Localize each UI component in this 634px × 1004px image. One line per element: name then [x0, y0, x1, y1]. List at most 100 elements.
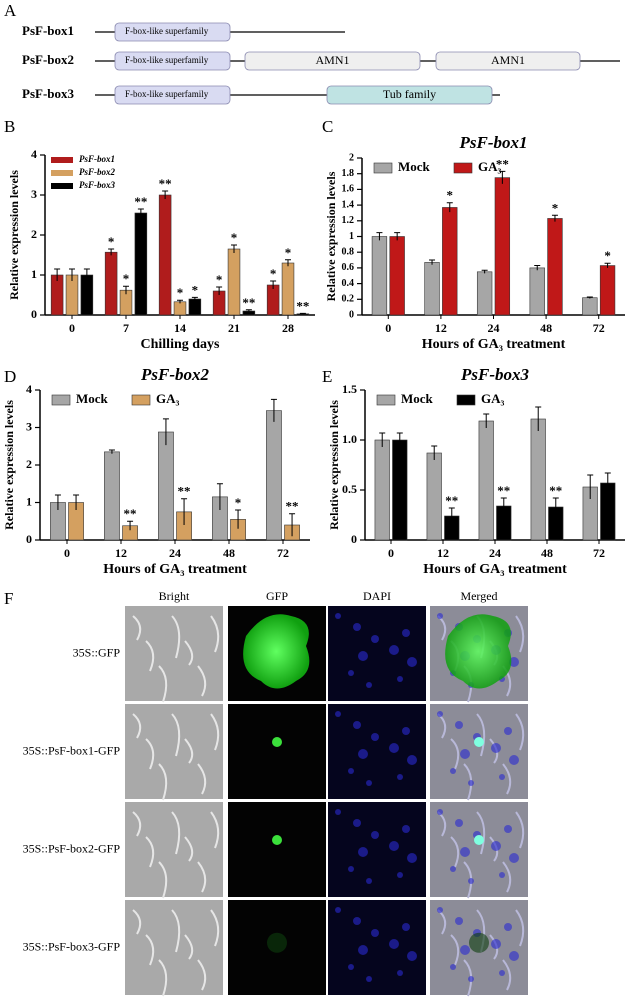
nucleus-stain — [455, 917, 463, 925]
protein-name: PsF-box2 — [22, 52, 74, 67]
x-axis-label: Chilling days — [141, 337, 221, 352]
x-tick-label: 7 — [123, 321, 129, 335]
error-bar — [499, 170, 506, 184]
nucleus-stain — [468, 878, 474, 884]
y-tick-label: 1 — [26, 494, 32, 508]
cell-outline — [197, 763, 207, 795]
significance: ** — [178, 484, 191, 499]
bar — [188, 298, 202, 316]
micrograph — [125, 802, 223, 897]
nucleus-stain — [460, 749, 470, 759]
domain-label: AMN1 — [491, 53, 525, 67]
y-tick-label: 0.5 — [342, 482, 357, 496]
legend-swatch — [51, 157, 73, 163]
significance: * — [231, 230, 238, 245]
error-bar — [137, 208, 144, 217]
nucleus-stain — [371, 831, 379, 839]
nucleus-stain — [437, 907, 443, 913]
error-bar — [127, 520, 134, 531]
y-tick-label: 0.2 — [342, 294, 355, 305]
y-tick-label: 1.4 — [342, 199, 355, 210]
y-tick-label: 0.6 — [342, 262, 355, 273]
panel-label: C — [322, 117, 333, 136]
error-bar — [431, 445, 438, 460]
y-tick-label: 4 — [26, 382, 32, 396]
nucleus-stain — [509, 951, 519, 961]
error-bar — [123, 285, 129, 295]
x-tick-label: 0 — [69, 321, 75, 335]
nucleus-stain — [335, 809, 341, 815]
cell-outline — [197, 665, 207, 697]
significance: ** — [496, 156, 509, 171]
nucleus-stain — [509, 657, 519, 667]
nucleus-stain — [353, 721, 361, 729]
cell-outline — [158, 665, 168, 703]
cell-outline — [463, 861, 473, 899]
y-tick-label: 1.5 — [342, 382, 357, 396]
bar — [374, 439, 390, 541]
y-tick-label: 1.6 — [342, 184, 355, 195]
significance: * — [235, 495, 242, 510]
legend-label: Mock — [398, 159, 431, 174]
y-axis-label: Relative expression levels — [7, 170, 21, 300]
micrograph — [125, 704, 223, 799]
y-tick-label: 1.0 — [342, 432, 357, 446]
error-bar — [376, 232, 383, 241]
cell-outline — [197, 959, 207, 991]
gfp-signal — [243, 614, 310, 689]
cell-outline — [502, 763, 512, 795]
error-bar — [231, 244, 237, 253]
nucleus-stain — [335, 613, 341, 619]
bar — [442, 207, 458, 316]
micrograph — [228, 704, 326, 799]
nucleus-stain — [402, 825, 410, 833]
significance: * — [447, 188, 454, 203]
gfp-signal — [469, 932, 489, 953]
error-bar — [83, 268, 90, 281]
bar — [158, 194, 172, 316]
panel-label: E — [322, 367, 332, 386]
y-tick-label: 0.8 — [342, 246, 355, 257]
legend-label: Mock — [76, 391, 109, 406]
x-tick-label: 0 — [385, 321, 391, 335]
bar — [227, 248, 241, 316]
error-bar — [446, 202, 453, 213]
y-tick-label: 0 — [31, 307, 37, 321]
y-tick-label: 2 — [26, 457, 32, 471]
error-bar — [216, 286, 223, 295]
error-bar — [162, 190, 169, 199]
cell-outline — [158, 959, 168, 997]
nucleus-stain — [460, 847, 470, 857]
column-header: Bright — [159, 589, 190, 603]
gfp-signal — [474, 835, 484, 845]
y-tick-label: 4 — [31, 147, 37, 161]
error-bar — [587, 474, 594, 499]
error-bar — [285, 259, 291, 267]
y-tick-label: 1.8 — [342, 168, 355, 179]
cell-outline — [515, 909, 525, 947]
panel-label: D — [4, 367, 16, 386]
significance: ** — [286, 499, 299, 514]
domain-label: F-box-like superfamily — [125, 55, 209, 65]
nucleus-stain — [348, 768, 354, 774]
bar — [281, 262, 295, 316]
nucleus-stain — [455, 819, 463, 827]
x-tick-label: 12 — [435, 321, 447, 335]
error-bar — [379, 432, 386, 447]
x-tick-label: 0 — [388, 546, 394, 560]
error-bar — [162, 418, 169, 446]
domain-label: Tub family — [383, 87, 436, 101]
cell-outline — [171, 811, 181, 855]
nucleus-stain — [397, 774, 403, 780]
legend-label: PsF-box2 — [79, 167, 116, 177]
error-bar — [73, 494, 80, 510]
nucleus-stain — [371, 635, 379, 643]
cell-outline — [476, 713, 486, 757]
nucleus-stain — [358, 945, 368, 955]
nucleus-stain — [348, 670, 354, 676]
micrograph — [328, 606, 426, 701]
cell-outline — [502, 861, 512, 893]
nucleus-stain — [407, 853, 417, 863]
x-axis-label: Hours of GA₃ treatment — [422, 337, 566, 352]
legend-swatch — [51, 170, 73, 176]
